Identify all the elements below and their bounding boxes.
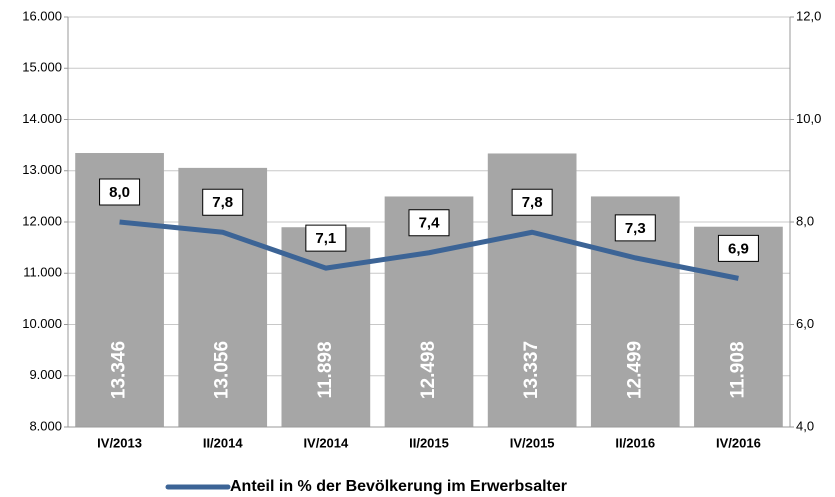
line-value-label: 7,8 (212, 194, 233, 211)
line (119, 219, 739, 281)
y-tick-label: 9.000 (29, 367, 62, 382)
x-tick-label: IV/2014 (303, 435, 349, 450)
y2-tick-label: 4,0 (796, 418, 814, 433)
y2-tick-label: 6,0 (796, 316, 814, 331)
y-tick-label: 13.000 (22, 162, 62, 177)
line-value-label: 7,8 (522, 194, 543, 211)
line-value-label: 7,3 (625, 220, 646, 237)
bar-value-label: 11.898 (315, 341, 336, 398)
x-tick-label: IV/2015 (510, 435, 555, 450)
bar-value-label: 13.337 (521, 341, 542, 399)
y-tick-label: 8.000 (29, 418, 62, 433)
y2-tick-label: 10,0 (796, 111, 821, 126)
x-tick-label: II/2015 (409, 435, 449, 450)
legend-label: Anteil in % der Bevölkerung im Erwerbsal… (230, 478, 567, 495)
x-tick-label: II/2014 (203, 435, 244, 450)
y-tick-label: 16.000 (22, 8, 62, 23)
data-label-box (202, 188, 244, 216)
bar-value-label: 13.056 (212, 341, 233, 399)
y-tick-label: 11.000 (23, 265, 62, 280)
y-tick-label: 10.000 (22, 316, 62, 331)
y2-tick-label: 8,0 (796, 213, 814, 228)
line-value-label: 8,0 (109, 184, 130, 201)
line-value-label: 7,1 (315, 230, 336, 247)
bar (281, 227, 371, 427)
y2-tick-label: 12,0 (796, 8, 821, 23)
x-tick-label: II/2016 (615, 435, 655, 450)
x-tick-label: IV/2016 (716, 435, 761, 450)
data-label-box (614, 214, 656, 242)
bar-value-label: 12.498 (418, 341, 439, 399)
data-label-box (305, 224, 347, 252)
data-label-box (408, 209, 450, 237)
y-tick-label: 14.000 (22, 111, 62, 126)
bar-value-label: 11.908 (727, 341, 748, 398)
y-tick-label: 12.000 (22, 213, 62, 228)
data-label-box (511, 188, 553, 216)
y-tick-label: 15.000 (22, 60, 62, 75)
line-value-label: 7,4 (419, 215, 441, 232)
line-value-label: 6,9 (728, 240, 749, 257)
bar-value-label: 12.499 (624, 341, 645, 399)
data-label-box (717, 234, 759, 262)
data-label-box (99, 178, 141, 206)
bar-value-label: 13.346 (109, 341, 130, 399)
x-tick-label: IV/2013 (97, 435, 142, 450)
